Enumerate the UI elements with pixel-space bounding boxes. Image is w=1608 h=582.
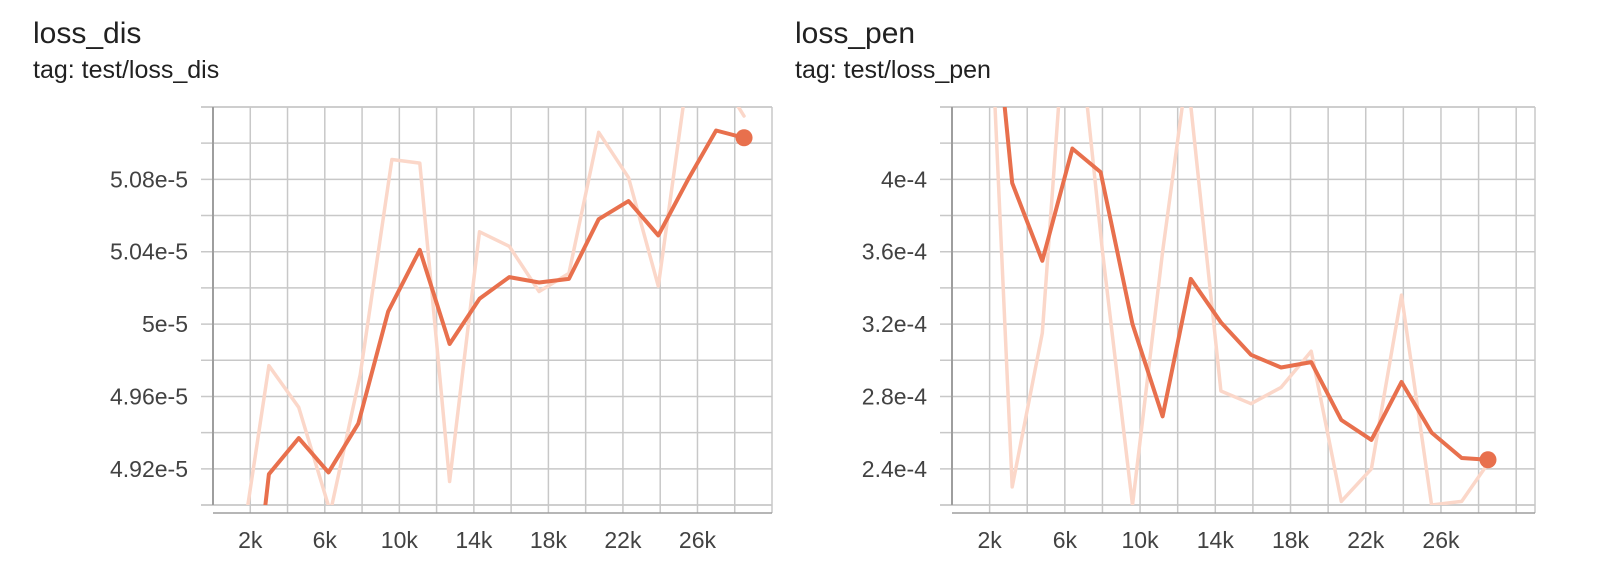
- raw-series-line: [246, 107, 746, 505]
- y-grid: [201, 106, 772, 506]
- y-grid: [940, 106, 1535, 506]
- x-tick-label: 18k: [1272, 527, 1310, 553]
- x-tick-label: 26k: [679, 527, 717, 553]
- x-tick-label: 14k: [455, 527, 493, 553]
- loss-dis-plot[interactable]: 2k 6k 10k 14k 18k 22k 26k 4.92e-5 4.96e-5 5e-5 5.0…: [0, 0, 790, 582]
- smoothed-series-line: [1002, 107, 1490, 462]
- chart-title: loss_pen: [795, 17, 916, 50]
- x-tick-label: 6k: [1053, 527, 1078, 553]
- plot-area: [246, 107, 746, 505]
- raw-series-line: [993, 107, 1490, 505]
- last-point-marker: [735, 129, 753, 147]
- x-tick-label: 22k: [604, 527, 642, 553]
- x-tick-label: 18k: [530, 527, 568, 553]
- x-tick-label: 6k: [313, 527, 338, 553]
- x-tick-label: 10k: [381, 527, 419, 553]
- y-tick-label: 4e-4: [881, 166, 927, 192]
- loss-pen-plot[interactable]: 2k 6k 10k 14k 18k 22k 26k 2.4e-4 2.8e-4 3.2e-4 3.6…: [790, 0, 1608, 582]
- chart-tag: tag: test/loss_dis: [33, 56, 220, 84]
- y-tick-label: 4.96e-5: [110, 383, 188, 409]
- y-tick-label: 3.6e-4: [862, 239, 927, 265]
- y-tick-label: 5.04e-5: [110, 239, 188, 265]
- chart-card-loss-pen: loss_pen tag: test/loss_pen 2k 6k 10k 14k 18…: [790, 0, 1608, 582]
- x-tick-label: 26k: [1422, 527, 1460, 553]
- x-tick-label: 22k: [1347, 527, 1385, 553]
- chart-title: loss_dis: [33, 17, 142, 50]
- x-tick-label: 2k: [977, 527, 1002, 553]
- y-tick-label: 2.8e-4: [862, 383, 927, 409]
- smoothed-series-line: [263, 128, 746, 505]
- x-grid: [988, 107, 1536, 513]
- x-tick-label: 14k: [1197, 527, 1235, 553]
- y-tick-label: 3.2e-4: [862, 311, 927, 337]
- x-tick-label: 10k: [1122, 527, 1160, 553]
- y-tick-label: 4.92e-5: [110, 456, 188, 482]
- plot-area: [993, 107, 1490, 505]
- chart-tag: tag: test/loss_pen: [795, 56, 991, 84]
- y-tick-label: 5.08e-5: [110, 166, 188, 192]
- y-tick-label: 2.4e-4: [862, 456, 927, 482]
- x-tick-label: 2k: [238, 527, 263, 553]
- last-point-marker: [1479, 451, 1497, 469]
- y-tick-label: 5e-5: [142, 311, 188, 337]
- chart-card-loss-dis: loss_dis tag: test/loss_dis 2k 6k 10k 14k 18…: [0, 0, 790, 582]
